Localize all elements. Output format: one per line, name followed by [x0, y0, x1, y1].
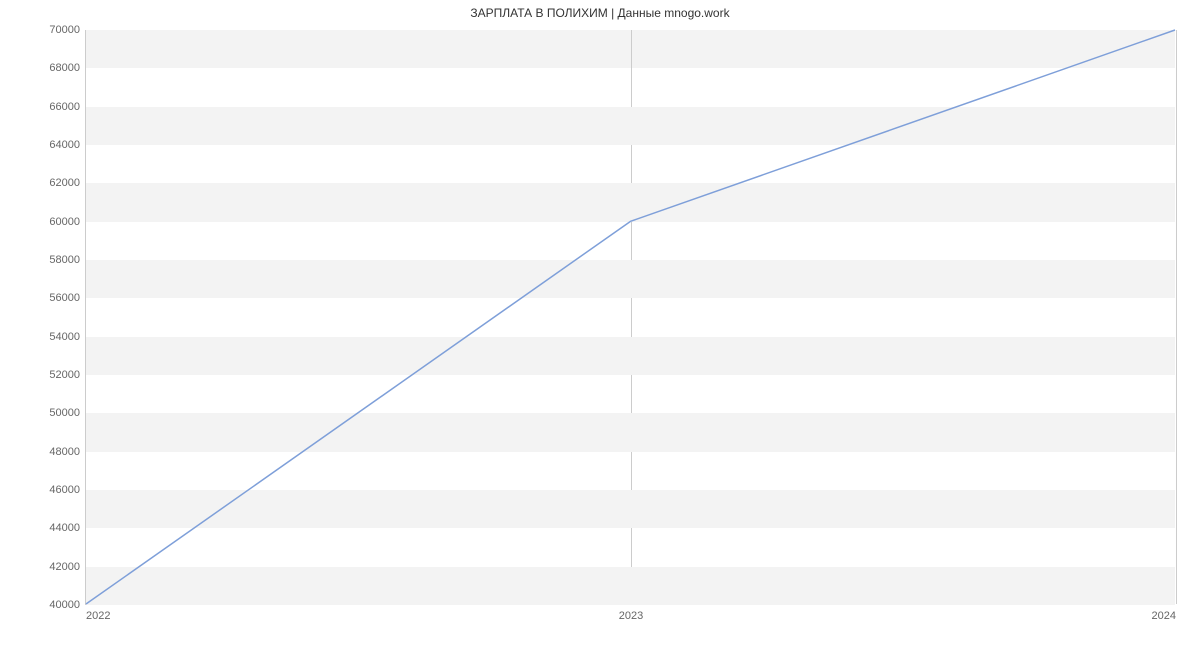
x-tick-label: 2023 [619, 610, 643, 622]
chart-title: ЗАРПЛАТА В ПОЛИХИМ | Данные mnogo.work [0, 6, 1200, 20]
y-tick-label: 62000 [49, 177, 80, 189]
y-tick-label: 48000 [49, 446, 80, 458]
series-line-salary [86, 30, 1175, 604]
y-tick-label: 58000 [49, 254, 80, 266]
y-tick-label: 60000 [49, 216, 80, 228]
y-tick-label: 66000 [49, 101, 80, 113]
y-tick-label: 50000 [49, 407, 80, 419]
y-tick-label: 70000 [49, 24, 80, 36]
salary-line-chart: ЗАРПЛАТА В ПОЛИХИМ | Данные mnogo.work 4… [0, 0, 1200, 650]
y-tick-label: 52000 [49, 369, 80, 381]
y-tick-label: 46000 [49, 484, 80, 496]
x-tick-label: 2022 [86, 610, 110, 622]
x-grid-line [1176, 30, 1177, 604]
plot-area: 4000042000440004600048000500005200054000… [85, 30, 1175, 605]
chart-line-layer [86, 30, 1175, 604]
y-tick-label: 42000 [49, 561, 80, 573]
y-tick-label: 40000 [49, 599, 80, 611]
x-tick-label: 2024 [1152, 610, 1176, 622]
y-tick-label: 68000 [49, 62, 80, 74]
y-tick-label: 56000 [49, 292, 80, 304]
y-tick-label: 44000 [49, 522, 80, 534]
y-tick-label: 64000 [49, 139, 80, 151]
y-tick-label: 54000 [49, 331, 80, 343]
